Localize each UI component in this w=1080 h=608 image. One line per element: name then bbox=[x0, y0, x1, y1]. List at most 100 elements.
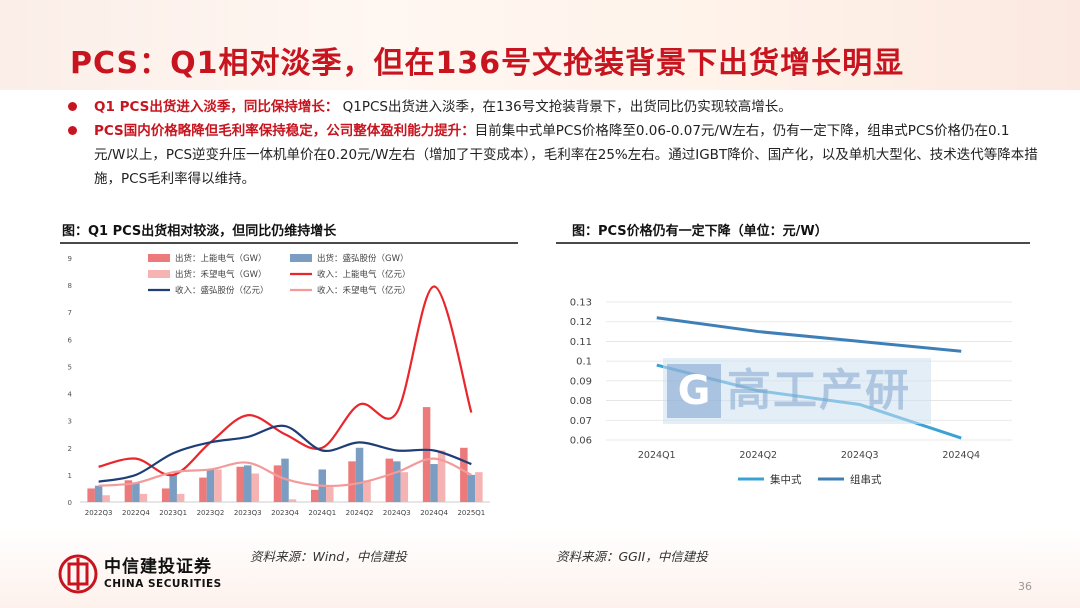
bar bbox=[139, 493, 148, 502]
watermark-g-icon: G bbox=[667, 364, 721, 418]
bar bbox=[363, 480, 371, 502]
bar bbox=[430, 464, 438, 502]
y-tick-label: 0.08 bbox=[570, 396, 592, 407]
legend-label: 出货：禾望电气（GW） bbox=[175, 269, 267, 280]
bullet-dot-icon bbox=[68, 102, 77, 111]
legend-label: 出货：上能电气（GW） bbox=[175, 253, 267, 264]
bar bbox=[326, 487, 334, 502]
series-line bbox=[98, 285, 473, 477]
y-tick-label: 0.1 bbox=[576, 357, 592, 368]
series-line bbox=[656, 316, 962, 353]
bar bbox=[400, 472, 409, 502]
bar bbox=[87, 488, 95, 502]
y-tick-label: 4 bbox=[68, 391, 73, 399]
bar bbox=[169, 474, 177, 502]
y-tick-label: 2 bbox=[68, 445, 72, 453]
bar bbox=[393, 461, 401, 502]
bar bbox=[475, 472, 483, 502]
y-tick-label: 6 bbox=[68, 336, 73, 344]
legend-label: 收入：上能电气（亿元） bbox=[317, 269, 411, 280]
series-line bbox=[98, 424, 472, 483]
bar bbox=[281, 458, 289, 502]
bar bbox=[385, 458, 394, 502]
bar bbox=[206, 469, 215, 502]
legend-swatch bbox=[148, 254, 170, 262]
y-tick-label: 5 bbox=[68, 363, 72, 371]
right-chart-rule bbox=[556, 242, 1030, 244]
x-tick-label: 2022Q4 bbox=[122, 509, 150, 517]
x-tick-label: 2023Q4 bbox=[271, 509, 299, 517]
right-chart-title: 图：PCS价格仍有一定下降（单位：元/W） bbox=[572, 224, 828, 239]
bullet-dot-icon bbox=[68, 126, 77, 135]
watermark-text: 高工产研 bbox=[727, 365, 911, 416]
watermark: G 高工产研 bbox=[663, 358, 931, 424]
y-tick-label: 0.07 bbox=[570, 416, 592, 427]
legend-label: 收入：盛弘股份（亿元） bbox=[175, 285, 269, 296]
bullet-item-2: PCS国内价格略降但毛利率保持稳定，公司整体盈利能力提升：目前集中式单PCS价格… bbox=[68, 119, 1038, 191]
bar bbox=[437, 450, 446, 502]
bullet-text: 目前集中式单PCS价格降至0.06-0.07元/W左右，仍有一定下降，组串式PC… bbox=[94, 123, 1038, 187]
bullet-list: Q1 PCS出货进入淡季，同比保持增长： Q1PCS出货进入淡季，在136号文抢… bbox=[68, 95, 1038, 191]
left-chart-rule bbox=[60, 242, 518, 244]
page-number: 36 bbox=[1018, 580, 1032, 593]
y-tick-label: 0.12 bbox=[570, 317, 592, 328]
legend-label: 出货：盛弘股份（GW） bbox=[317, 253, 409, 264]
bar bbox=[288, 499, 297, 502]
y-tick-label: 0.06 bbox=[570, 436, 592, 447]
y-tick-label: 9 bbox=[68, 255, 72, 263]
x-tick-label: 2023Q3 bbox=[234, 509, 262, 517]
left-chart-title: 图：Q1 PCS出货相对较淡，但同比仍维持增长 bbox=[62, 224, 337, 239]
bar bbox=[236, 466, 244, 502]
bar bbox=[311, 489, 319, 502]
x-tick-label: 2022Q3 bbox=[85, 509, 113, 517]
y-tick-label: 0 bbox=[68, 499, 72, 507]
x-tick-label: 2024Q2 bbox=[346, 509, 374, 517]
bar bbox=[94, 485, 103, 502]
footer-background bbox=[0, 528, 1080, 608]
y-tick-label: 3 bbox=[68, 418, 72, 426]
y-tick-label: 0.13 bbox=[570, 298, 592, 309]
page-title: PCS：Q1相对淡季，但在136号文抢装背景下出货增长明显 bbox=[70, 46, 905, 81]
bar bbox=[251, 473, 259, 502]
x-tick-label: 2024Q3 bbox=[383, 509, 411, 517]
y-tick-label: 0.11 bbox=[570, 337, 592, 348]
bar bbox=[422, 407, 431, 502]
logo-chinese: 中信建投证券 bbox=[104, 557, 212, 577]
legend-swatch bbox=[290, 254, 312, 262]
shipment-revenue-chart: 0 1 2 3 4 5 6 7 8 9 2022Q3 2022Q4 2023Q1 2023Q2 2023Q3… bbox=[68, 253, 490, 517]
bullet-text: Q1PCS出货进入淡季，在136号文抢装背景下，出货同比仍实现较高增长。 bbox=[338, 99, 792, 115]
y-tick-label: 8 bbox=[68, 282, 72, 290]
y-tick-label: 1 bbox=[68, 472, 72, 480]
legend-label: 收入：禾望电气（亿元） bbox=[317, 285, 411, 296]
left-chart-source: 资料来源：Wind，中信建投 bbox=[250, 549, 407, 564]
x-tick-label: 2023Q1 bbox=[159, 509, 187, 517]
bar bbox=[355, 447, 364, 502]
company-logo: 中信建投证券 CHINA SECURITIES bbox=[58, 552, 248, 596]
y-tick-label: 0.09 bbox=[570, 376, 592, 387]
bar bbox=[124, 480, 133, 502]
y-tick-label: 7 bbox=[68, 309, 72, 317]
legend-swatch bbox=[148, 270, 170, 278]
bar bbox=[243, 465, 252, 502]
x-tick-label: 2024Q1 bbox=[638, 450, 676, 461]
header-background bbox=[0, 0, 1080, 90]
bar bbox=[176, 493, 185, 502]
x-tick-label: 2024Q1 bbox=[308, 509, 336, 517]
bar bbox=[161, 488, 170, 502]
x-tick-label: 2025Q1 bbox=[457, 509, 485, 517]
bullet-item-1: Q1 PCS出货进入淡季，同比保持增长： Q1PCS出货进入淡季，在136号文抢… bbox=[68, 95, 1038, 119]
x-tick-label: 2024Q4 bbox=[942, 450, 980, 461]
bar bbox=[132, 483, 140, 502]
legend-label: 集中式 bbox=[770, 473, 802, 486]
bar bbox=[348, 461, 356, 502]
x-tick-label: 2024Q4 bbox=[420, 509, 448, 517]
bar bbox=[199, 477, 207, 502]
bar bbox=[214, 469, 222, 502]
citic-emblem-icon bbox=[58, 554, 98, 594]
bar bbox=[467, 474, 476, 502]
x-tick-label: 2024Q3 bbox=[841, 450, 879, 461]
bullet-lead: Q1 PCS出货进入淡季，同比保持增长： bbox=[94, 99, 339, 115]
bar bbox=[102, 495, 110, 502]
bullet-lead: PCS国内价格略降但毛利率保持稳定，公司整体盈利能力提升： bbox=[94, 123, 475, 139]
x-tick-label: 2023Q2 bbox=[197, 509, 225, 517]
